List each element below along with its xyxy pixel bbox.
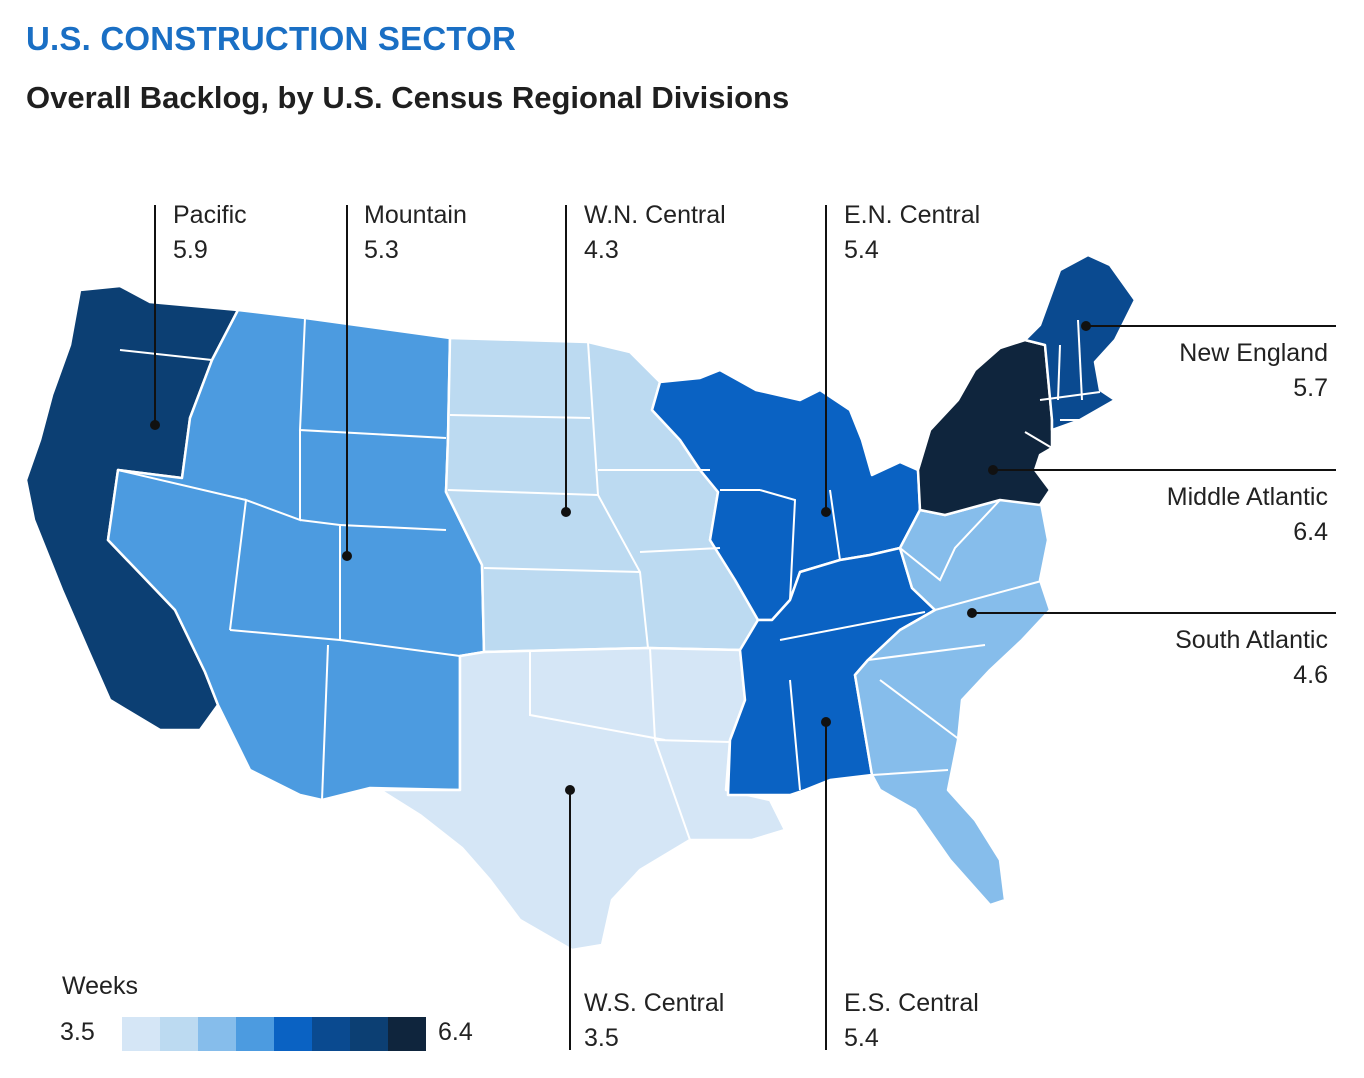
- label-en-central-value: 5.4: [844, 236, 879, 264]
- label-new-england-value: 5.7: [1293, 374, 1328, 402]
- label-en-central: E.N. Central 5.4: [844, 198, 980, 268]
- label-en-central-name: E.N. Central: [844, 201, 981, 229]
- label-pacific-name: Pacific: [173, 201, 247, 229]
- legend-swatch: [236, 1017, 274, 1051]
- label-south-atlantic: South Atlantic 4.6: [1175, 623, 1328, 693]
- label-es-central-value: 5.4: [844, 1024, 879, 1052]
- leader-lines: [154, 205, 1336, 1050]
- state-borders: [117, 317, 1101, 841]
- label-middle-atlantic-name: Middle Atlantic: [1166, 483, 1328, 511]
- label-middle-atlantic-value: 6.4: [1293, 518, 1328, 546]
- region-south-atlantic[interactable]: [853, 496, 1052, 907]
- label-es-central: E.S. Central 5.4: [844, 986, 979, 1056]
- label-es-central-name: E.S. Central: [844, 989, 979, 1017]
- legend-swatch: [312, 1017, 350, 1051]
- label-mountain: Mountain 5.3: [364, 198, 467, 268]
- label-new-england-name: New England: [1179, 339, 1328, 367]
- legend-title: Weeks: [62, 972, 138, 1000]
- label-wn-central: W.N. Central 4.3: [584, 198, 726, 268]
- region-middle-atlantic[interactable]: [916, 338, 1054, 517]
- legend-max-label: 6.4: [438, 1018, 473, 1046]
- label-mountain-value: 5.3: [364, 236, 399, 264]
- legend-swatch: [350, 1017, 388, 1051]
- label-middle-atlantic: Middle Atlantic 6.4: [1167, 480, 1328, 550]
- label-wn-central-name: W.N. Central: [584, 201, 726, 229]
- legend-swatch: [160, 1017, 198, 1051]
- leader-dots: [150, 321, 1091, 795]
- label-ws-central-name: W.S. Central: [584, 989, 725, 1017]
- legend-swatch: [274, 1017, 312, 1051]
- page-subtitle: Overall Backlog, by U.S. Census Regional…: [26, 80, 790, 115]
- label-pacific-value: 5.9: [173, 236, 208, 264]
- label-south-atlantic-name: South Atlantic: [1175, 626, 1328, 654]
- legend-swatch: [122, 1017, 160, 1051]
- label-new-england: New England 5.7: [1179, 336, 1328, 406]
- legend-swatch: [388, 1017, 426, 1051]
- page-title: U.S. CONSTRUCTION SECTOR: [26, 20, 517, 57]
- legend-swatch: [198, 1017, 236, 1051]
- label-ws-central: W.S. Central 3.5: [584, 986, 724, 1056]
- label-mountain-name: Mountain: [364, 201, 467, 229]
- legend-min-label: 3.5: [60, 1018, 95, 1046]
- label-ws-central-value: 3.5: [584, 1024, 619, 1052]
- label-south-atlantic-value: 4.6: [1293, 661, 1328, 689]
- label-pacific: Pacific 5.9: [173, 198, 247, 268]
- label-wn-central-value: 4.3: [584, 236, 619, 264]
